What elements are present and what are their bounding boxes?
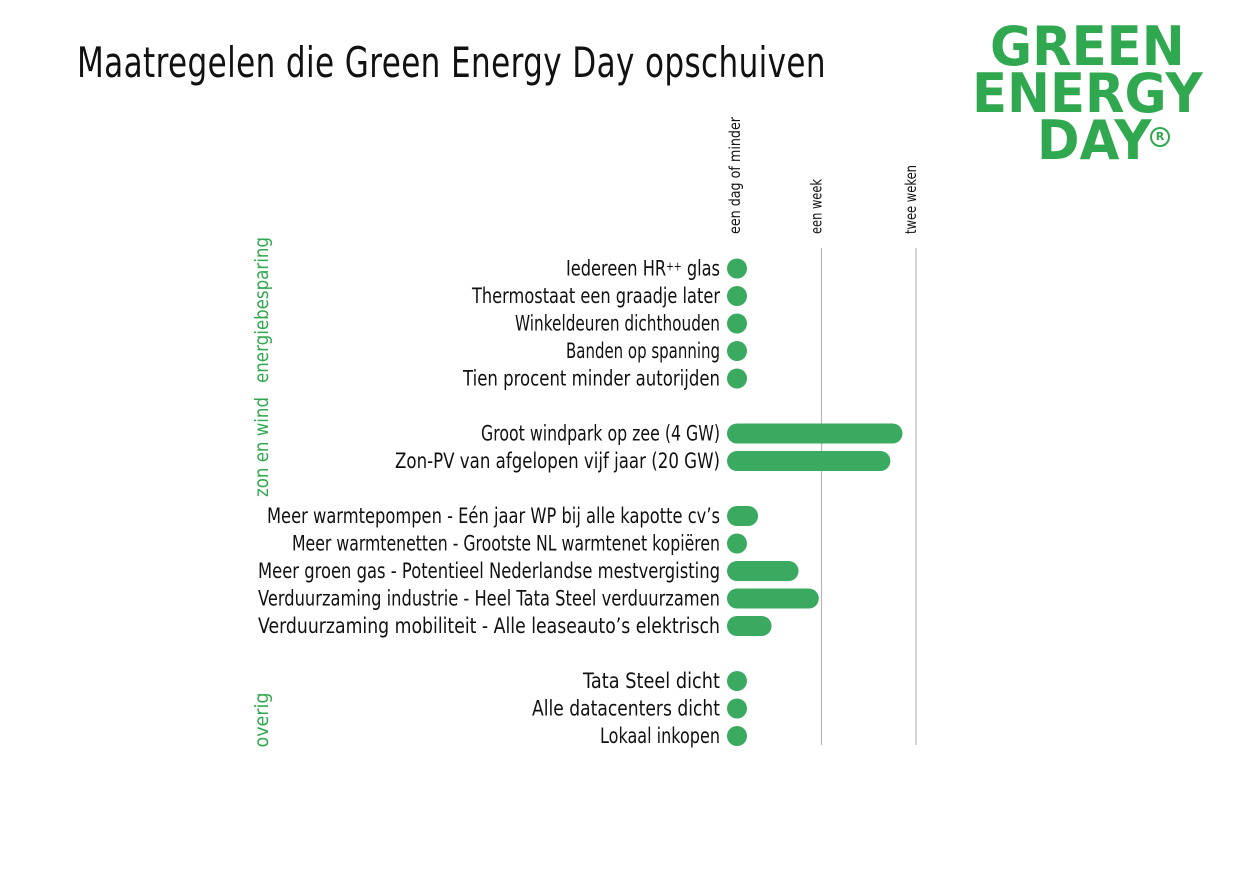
bar [727, 533, 747, 554]
bar [727, 368, 747, 389]
bar [727, 588, 819, 609]
group-label: zon en wind [251, 397, 273, 497]
row-label: Meer warmtenetten - Grootste NL warmtene… [292, 532, 720, 556]
row-label: Banden op spanning [566, 339, 720, 363]
x-tick-label: een week [808, 179, 826, 234]
x-tick-label: een dag of minder [726, 116, 744, 234]
row-label: Verduurzaming mobiliteit - Alle leaseaut… [258, 614, 720, 638]
row-label: Thermostaat een graadje later [471, 284, 720, 308]
row-label: Winkeldeuren dichthouden [515, 312, 720, 336]
row-label: Meer groen gas - Potentieel Nederlandse … [258, 559, 720, 583]
bar [727, 258, 747, 279]
row-label: Verduurzaming industrie - Heel Tata Stee… [258, 587, 720, 611]
row-label: Tata Steel dicht [582, 669, 720, 693]
bar [727, 313, 747, 334]
logo-line-energy: ENERGY [972, 62, 1203, 125]
bar [727, 671, 747, 691]
bar [727, 698, 747, 719]
bar [727, 506, 759, 526]
row-label: Iedereen HR++ glas [566, 257, 720, 281]
row-label: Groot windpark op zee (4 GW) [481, 422, 720, 446]
x-tick-label: twee weken [902, 165, 920, 234]
bar [727, 616, 772, 636]
bar [727, 341, 747, 361]
row-label: Meer warmtepompen - Eén jaar WP bij alle… [267, 504, 720, 528]
registered-mark-icon: R [1150, 127, 1170, 147]
row-label: Alle datacenters dicht [532, 697, 720, 721]
group-label: energiebesparing [251, 237, 273, 383]
chart-title: Maatregelen die Green Energy Day opschui… [77, 38, 826, 87]
bar [727, 726, 747, 746]
row-label: Zon-PV van afgelopen vijf jaar (20 GW) [395, 449, 720, 473]
logo-line-day: DAY [1037, 109, 1152, 172]
row-label: Tien procent minder autorijden [462, 367, 720, 391]
bar [727, 423, 903, 444]
group-label: overig [251, 693, 273, 748]
bar [727, 561, 799, 581]
bar [727, 286, 747, 306]
green-energy-day-logo: GREEN ENERGY DAY R [965, 16, 1225, 176]
bar [727, 451, 891, 471]
row-label: Lokaal inkopen [600, 724, 720, 748]
logo-line-green: GREEN [990, 15, 1185, 78]
